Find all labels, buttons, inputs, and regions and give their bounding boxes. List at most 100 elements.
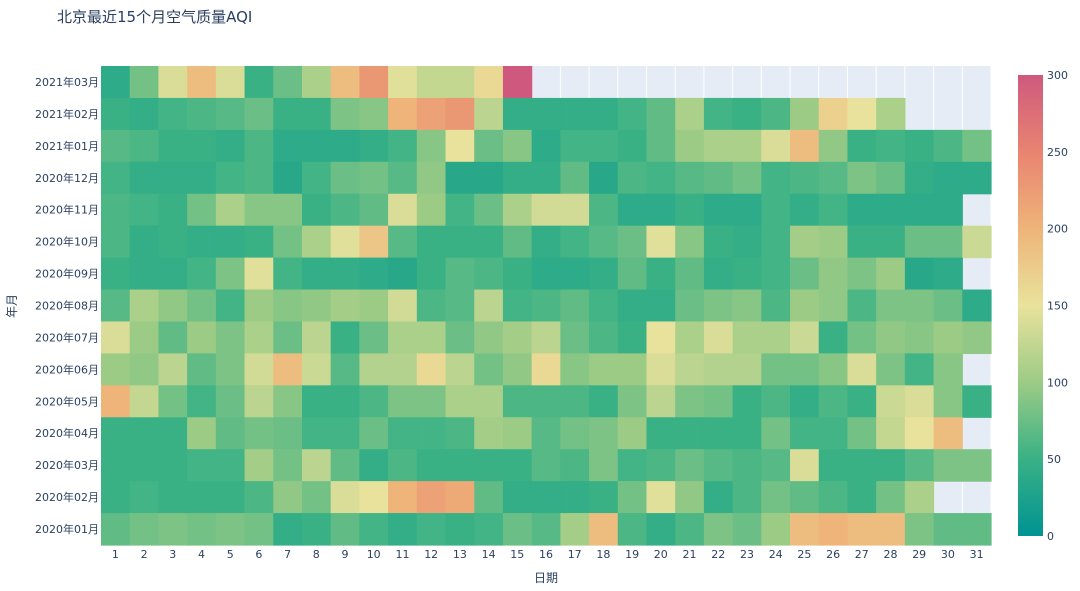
- heatmap-cell: [646, 513, 676, 546]
- heatmap-cell: [301, 353, 332, 386]
- heatmap-cell: [589, 289, 619, 323]
- heatmap-cell: [474, 513, 504, 546]
- heatmap-cell: [215, 417, 246, 450]
- x-tick-label: 22: [711, 548, 725, 561]
- heatmap-cell: [847, 129, 877, 163]
- x-tick-label: 10: [367, 548, 381, 561]
- heatmap-cell: [502, 225, 533, 259]
- heatmap-cell: [273, 97, 303, 131]
- heatmap-cell: [187, 289, 217, 323]
- heatmap-cell: [502, 66, 533, 99]
- heatmap-cell: [818, 449, 849, 482]
- y-tick-label: 2020年12月: [35, 171, 99, 185]
- heatmap-cell: [388, 417, 418, 450]
- heatmap-cell: [158, 481, 188, 514]
- x-tick-label: 4: [198, 548, 205, 561]
- heatmap-cell: [560, 161, 590, 195]
- heatmap-cell: [158, 513, 188, 546]
- heatmap-cell: [933, 449, 963, 482]
- heatmap-cell: [359, 257, 389, 291]
- heatmap-cell: [101, 353, 131, 386]
- heatmap-cell: [818, 289, 849, 323]
- heatmap-cell: [187, 257, 217, 291]
- heatmap-cell: [732, 289, 762, 323]
- heatmap-cell: [301, 161, 332, 195]
- heatmap-cell: [101, 129, 131, 163]
- heatmap-cell: [703, 257, 734, 291]
- heatmap-cell: [416, 513, 447, 546]
- heatmap-cell: [445, 385, 475, 418]
- heatmap-cell: [876, 321, 906, 354]
- heatmap-cell: [474, 321, 504, 354]
- x-tick-label: 13: [453, 548, 467, 561]
- heatmap-cell: [675, 225, 705, 259]
- heatmap-cell: [187, 225, 217, 259]
- colorbar-tick-label: 200: [1047, 223, 1068, 236]
- y-tick-label: 2020年02月: [35, 490, 99, 504]
- heatmap-cell: [703, 417, 734, 450]
- heatmap-cell: [273, 161, 303, 195]
- heatmap-cell: [560, 129, 590, 163]
- heatmap-cell: [761, 289, 791, 323]
- heatmap-cell: [474, 225, 504, 259]
- heatmap-cell: [560, 225, 590, 259]
- x-tick-label: 15: [510, 548, 524, 561]
- heatmap-cell: [388, 161, 418, 195]
- heatmap-cell: [445, 225, 475, 259]
- heatmap-cell: [876, 481, 906, 514]
- heatmap-cell: [129, 66, 160, 99]
- heatmap-cell: [129, 417, 160, 450]
- x-tick-label: 8: [313, 548, 320, 561]
- heatmap-cell: [244, 417, 274, 450]
- heatmap-cell: [933, 417, 963, 450]
- heatmap-cell: [416, 449, 447, 482]
- heatmap-cell: [876, 353, 906, 386]
- heatmap-cell: [215, 481, 246, 514]
- heatmap-cell: [761, 161, 791, 195]
- heatmap-cell: [560, 193, 590, 227]
- chart-title: 北京最近15个月空气质量AQI: [57, 8, 252, 26]
- heatmap-cell: [617, 161, 648, 195]
- x-tick-label: 30: [941, 548, 955, 561]
- heatmap-cell: [703, 321, 734, 354]
- heatmap-cell: [617, 385, 648, 418]
- heatmap-cell: [790, 97, 820, 131]
- heatmap-cell: [330, 66, 360, 99]
- heatmap-cell: [560, 417, 590, 450]
- heatmap-cell: [158, 385, 188, 418]
- x-tick-label: 25: [797, 548, 811, 561]
- heatmap-cell: [818, 161, 849, 195]
- heatmap-cell: [416, 193, 447, 227]
- heatmap-cell: [416, 225, 447, 259]
- x-tick-label: 23: [740, 548, 754, 561]
- heatmap-cell: [445, 513, 475, 546]
- x-tick-label: 21: [683, 548, 697, 561]
- heatmap-cell: [732, 385, 762, 418]
- y-axis-ticks: 2021年03月 2021年02月 2021年01月 2020年12月 2020年11月…: [35, 75, 99, 536]
- heatmap-cell: [904, 193, 935, 227]
- heatmap-cell: [675, 449, 705, 482]
- heatmap-cell: [187, 193, 217, 227]
- heatmap-cell: [876, 161, 906, 195]
- heatmap-cell: [646, 129, 676, 163]
- heatmap-cell: [388, 321, 418, 354]
- x-tick-label: 28: [884, 548, 898, 561]
- heatmap-cell: [646, 321, 676, 354]
- heatmap-cell: [129, 513, 160, 546]
- x-tick-label: 11: [396, 548, 410, 561]
- x-tick-label: 14: [482, 548, 496, 561]
- heatmap-cell: [904, 289, 935, 323]
- heatmap-cell: [933, 321, 963, 354]
- heatmap-cell: [101, 193, 131, 227]
- heatmap-cell: [388, 257, 418, 291]
- heatmap-cell: [330, 513, 360, 546]
- heatmap-cell: [359, 225, 389, 259]
- heatmap-cell: [101, 66, 131, 99]
- colorbar-tick-label: 100: [1047, 376, 1068, 389]
- heatmap-cell: [474, 66, 504, 99]
- heatmap-cell: [790, 289, 820, 323]
- heatmap-cell: [818, 385, 849, 418]
- heatmap-cell: [215, 353, 246, 386]
- heatmap-cell: [301, 385, 332, 418]
- heatmap-cell: [474, 129, 504, 163]
